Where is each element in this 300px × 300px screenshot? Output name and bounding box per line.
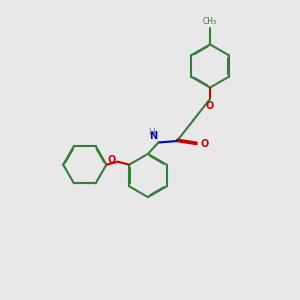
Text: O: O xyxy=(200,139,208,149)
Text: O: O xyxy=(107,155,116,165)
Text: N: N xyxy=(149,131,157,141)
Text: CH₃: CH₃ xyxy=(203,17,217,26)
Text: H: H xyxy=(148,128,155,137)
Text: O: O xyxy=(206,101,214,111)
